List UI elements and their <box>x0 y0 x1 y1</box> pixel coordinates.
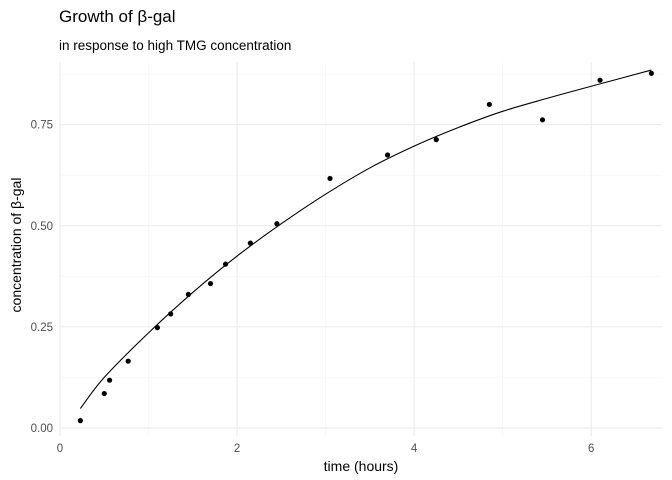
y-tick-label: 0.25 <box>31 322 53 334</box>
x-axis-title: time (hours) <box>324 458 399 474</box>
x-tick-label: 6 <box>588 443 594 455</box>
y-axis-title: concentration of β-gal <box>8 178 24 313</box>
data-point <box>222 261 229 267</box>
grid-layer <box>59 62 662 436</box>
data-point <box>648 70 654 76</box>
data-point <box>274 221 280 227</box>
data-point <box>77 418 83 424</box>
y-tick-label: 0.75 <box>31 120 53 132</box>
fit-line <box>79 69 652 409</box>
data-point <box>207 280 214 287</box>
data-point <box>597 77 603 83</box>
chart-title: Growth of β-gal <box>59 7 176 26</box>
data-point <box>101 390 107 397</box>
data-point <box>125 358 131 364</box>
chart-subtitle: in response to high TMG concentration <box>59 38 292 53</box>
data-point <box>106 377 113 383</box>
data-point <box>154 325 160 331</box>
data-point <box>168 311 174 317</box>
data-point <box>384 152 391 158</box>
y-tick-label: 0.00 <box>31 423 53 435</box>
data-points <box>77 70 654 424</box>
x-tick-label: 0 <box>57 443 63 455</box>
fit-line-layer <box>79 69 652 409</box>
x-tick-label: 2 <box>234 443 240 455</box>
data-point <box>185 291 191 298</box>
x-tick-label: 4 <box>411 443 418 455</box>
data-point <box>247 240 253 246</box>
data-point <box>486 101 492 108</box>
data-point <box>327 175 333 182</box>
tick-labels: 0 2 4 6 0.00 0.25 0.50 0.75 <box>31 120 595 455</box>
data-point <box>539 117 546 123</box>
y-tick-label: 0.50 <box>31 221 53 233</box>
data-point <box>433 137 439 143</box>
